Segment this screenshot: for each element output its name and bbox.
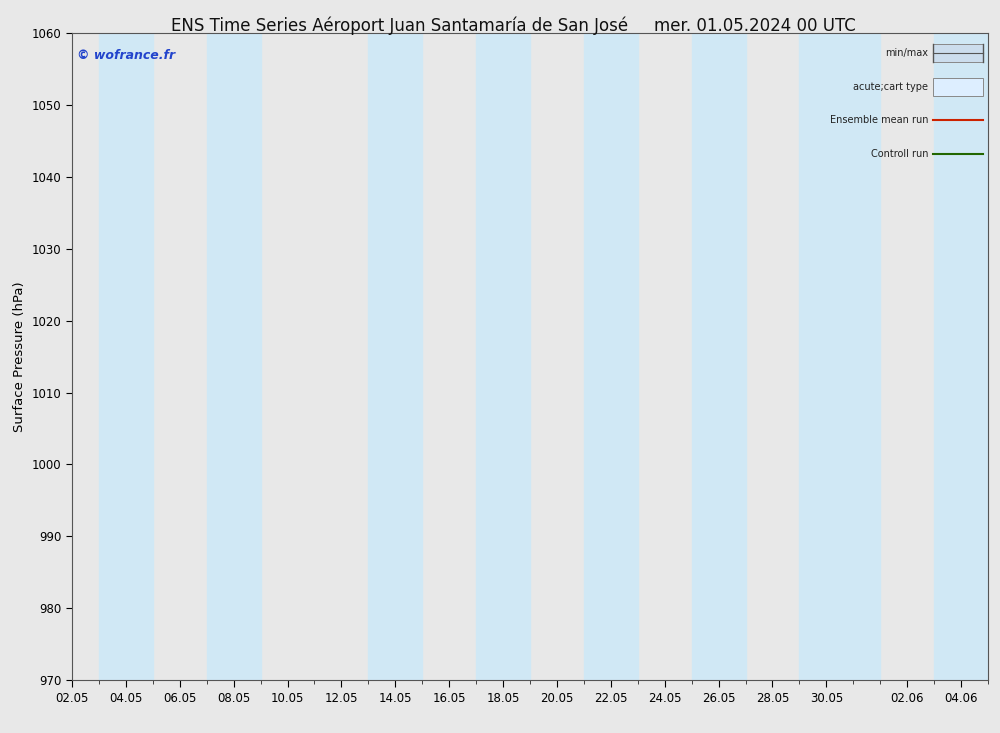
Bar bbox=[934, 33, 988, 680]
Y-axis label: Surface Pressure (hPa): Surface Pressure (hPa) bbox=[13, 281, 26, 432]
Bar bbox=[584, 33, 638, 680]
Text: mer. 01.05.2024 00 UTC: mer. 01.05.2024 00 UTC bbox=[654, 17, 856, 35]
Text: Controll run: Controll run bbox=[871, 149, 928, 159]
Text: acute;cart type: acute;cart type bbox=[853, 81, 928, 92]
Bar bbox=[933, 44, 983, 62]
Bar bbox=[368, 33, 422, 680]
Bar bbox=[476, 33, 530, 680]
Text: © wofrance.fr: © wofrance.fr bbox=[77, 49, 175, 62]
Text: Ensemble mean run: Ensemble mean run bbox=[830, 115, 928, 125]
Bar bbox=[99, 33, 153, 680]
Bar bbox=[933, 78, 983, 96]
Bar bbox=[692, 33, 746, 680]
Text: min/max: min/max bbox=[885, 48, 928, 58]
Bar bbox=[207, 33, 261, 680]
Text: ENS Time Series Aéroport Juan Santamaría de San José: ENS Time Series Aéroport Juan Santamaría… bbox=[171, 17, 629, 35]
Bar bbox=[799, 33, 880, 680]
